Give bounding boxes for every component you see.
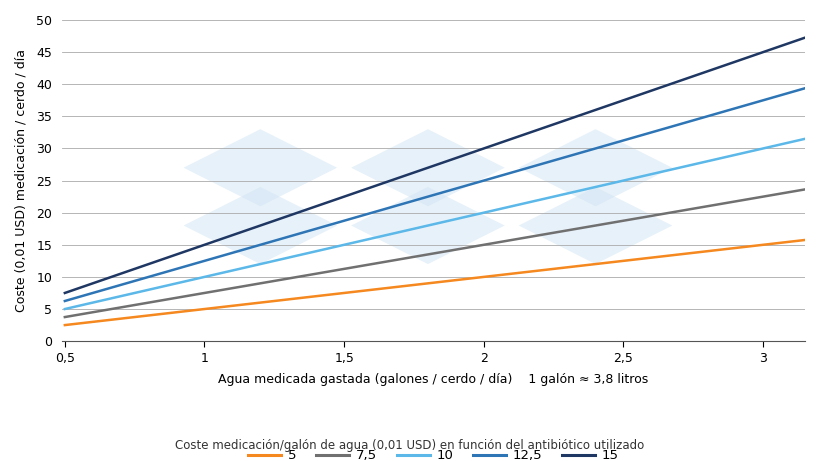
Y-axis label: Coste (0,01 USD) medicación / cerdo / día: Coste (0,01 USD) medicación / cerdo / dí… [15, 49, 28, 312]
Polygon shape [351, 129, 505, 206]
Polygon shape [518, 129, 672, 206]
Polygon shape [351, 187, 505, 264]
Polygon shape [183, 187, 337, 264]
Polygon shape [518, 187, 672, 264]
Legend: 5, 7,5, 10, 12,5, 15: 5, 7,5, 10, 12,5, 15 [243, 444, 623, 461]
Polygon shape [183, 129, 337, 206]
Text: Coste medicación/galón de agua (0,01 USD) en función del antibiótico utilizado: Coste medicación/galón de agua (0,01 USD… [175, 439, 644, 452]
X-axis label: Agua medicada gastada (galones / cerdo / día)    1 galón ≈ 3,8 litros: Agua medicada gastada (galones / cerdo /… [218, 373, 648, 386]
